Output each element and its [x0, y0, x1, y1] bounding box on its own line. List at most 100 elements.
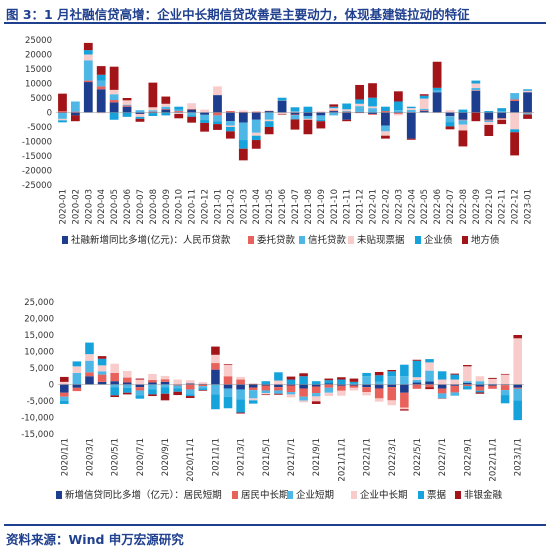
bar-segment: [484, 122, 494, 125]
bar-segment: [381, 131, 390, 136]
bar-segment: [213, 121, 222, 125]
bar-segment: [286, 385, 296, 393]
bar-segment: [510, 93, 520, 100]
bar-segment: [337, 385, 346, 391]
legend-label: 企业短期: [296, 489, 334, 501]
bar-segment: [160, 384, 170, 388]
bar-segment: [299, 376, 308, 385]
bar-segment: [236, 379, 245, 385]
bar-segment: [475, 381, 485, 385]
bar-segment: [274, 384, 283, 388]
legend-label: 居民中长期: [241, 489, 289, 501]
bar-segment: [200, 120, 209, 123]
bar-segment: [274, 390, 283, 394]
bar-segment: [135, 387, 145, 391]
bar-segment: [211, 369, 220, 385]
bar-segment: [223, 388, 233, 397]
bar-segment: [497, 118, 507, 119]
bar-segment: [419, 108, 429, 111]
legend-label: 地方债: [471, 234, 500, 246]
bar-segment: [85, 354, 94, 361]
bar-segment: [83, 54, 93, 61]
bar-segment: [374, 388, 384, 399]
bar-segment: [251, 132, 261, 136]
bar-segment: [349, 383, 359, 385]
bar-segment: [148, 111, 158, 113]
bar-segment: [349, 378, 359, 382]
y-tick-label: -25000: [22, 181, 52, 191]
bar-segment: [160, 379, 170, 382]
bar-segment: [185, 380, 195, 384]
bar-segment: [425, 384, 434, 388]
bar-segment: [406, 138, 416, 140]
bar-segment: [148, 384, 157, 390]
y-axis: 25000 20000 15000 10000 5000 0 -5000 -10000 -150…: [22, 36, 52, 191]
bar-segment: [161, 103, 171, 107]
bar-segment: [381, 106, 390, 112]
bar-segment: [329, 108, 339, 111]
bar-segment: [213, 112, 222, 116]
bar-segment: [135, 390, 145, 396]
bar-segment: [400, 384, 409, 393]
bar-segment: [406, 109, 416, 113]
x-tick-label: 2020-10: [175, 189, 185, 225]
bar-segment: [290, 114, 300, 116]
bar-segment: [510, 99, 520, 101]
bar-segment: [311, 384, 321, 387]
bar-segment: [445, 112, 455, 116]
bar-segment: [324, 378, 334, 381]
legend-label: 企业中长期: [360, 489, 408, 501]
bar-segment: [236, 376, 245, 380]
bar-segment: [437, 379, 447, 385]
bar-segment: [425, 359, 434, 363]
bar-segment: [70, 101, 80, 112]
bar-segment: [160, 393, 170, 401]
legend-swatch: [62, 236, 68, 244]
bar-segment: [412, 377, 422, 380]
bar-segment: [211, 363, 220, 370]
bar-segment: [286, 384, 296, 386]
bar-segment: [97, 358, 107, 366]
bar-segment: [342, 111, 352, 113]
bar-segment: [161, 109, 171, 113]
bar-segment: [223, 396, 233, 409]
x-tick-label: 2022/1/1: [363, 438, 373, 476]
bar-segment: [236, 384, 245, 390]
bar-segment: [393, 110, 403, 113]
bar-segment: [290, 119, 300, 130]
bar-segment: [122, 112, 132, 117]
legend-label: 非银金融: [464, 489, 503, 501]
bar-segment: [510, 129, 520, 133]
bar-segment: [523, 112, 532, 114]
bar-segment: [484, 112, 494, 120]
bar-segment: [316, 115, 326, 120]
bar-segment: [437, 384, 447, 389]
bar-segment: [174, 111, 184, 112]
bar-segment: [277, 113, 287, 115]
bar-segment: [135, 118, 145, 122]
bar-segment: [135, 110, 145, 113]
bar-segment: [261, 393, 271, 395]
x-tick-label: 2022-12: [511, 189, 521, 225]
bar-segment: [349, 381, 359, 384]
x-tick-label: 2022-01: [369, 189, 379, 225]
y-tick-label: 5000: [30, 94, 52, 104]
y-tick-label: 20,000: [24, 315, 54, 325]
bar-segment: [381, 135, 390, 139]
y-tick-label: -15000: [22, 152, 52, 162]
x-tick-label: 2020-09: [162, 189, 172, 225]
bar-segment: [329, 110, 339, 112]
bar-segment: [185, 389, 195, 395]
bar-segment: [362, 376, 371, 385]
bar-segment: [362, 384, 371, 388]
x-tick-label: 2022-11: [498, 189, 508, 225]
bar-segment: [393, 113, 403, 116]
bar-segment: [450, 385, 460, 393]
x-tick-label: 2022-04: [407, 189, 417, 225]
bar-segment: [238, 112, 248, 123]
bar-segment: [463, 384, 472, 387]
bar-segment: [290, 112, 300, 115]
y-tick-label: 20000: [25, 51, 52, 61]
bar-segment: [329, 112, 339, 116]
bar-segment: [174, 112, 184, 114]
